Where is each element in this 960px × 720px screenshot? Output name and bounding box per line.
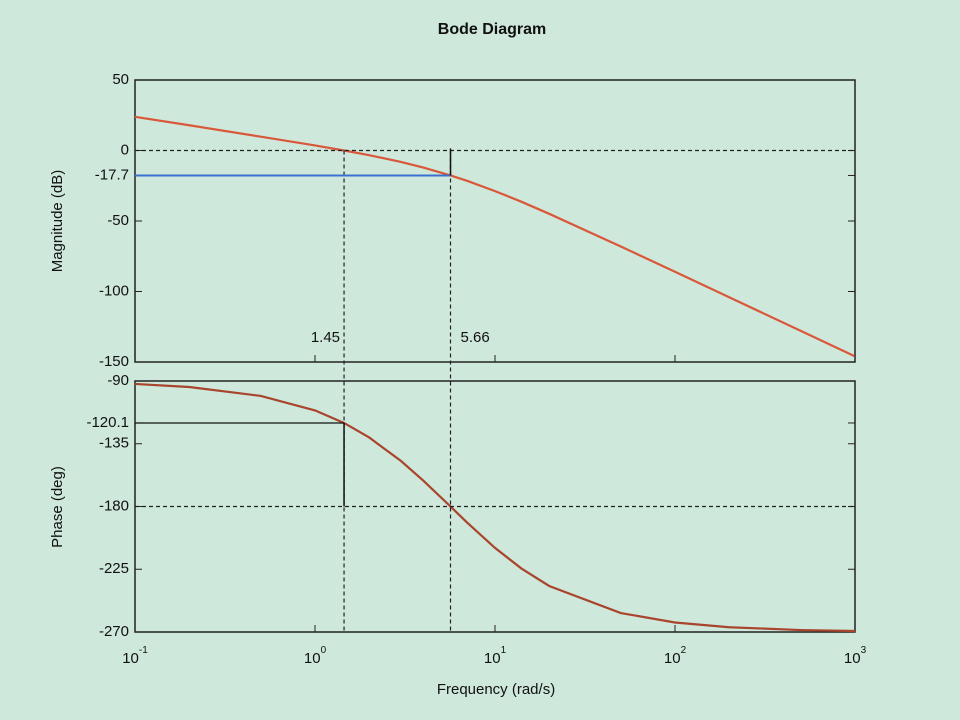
x-tick-label: 10-1 (122, 645, 148, 667)
y-tick-label: -135 (99, 435, 129, 452)
x-axis-label: Frequency (rad/s) (437, 681, 555, 698)
x-tick-label: 103 (844, 645, 867, 667)
y-tick-label: -270 (99, 623, 129, 640)
y-tick-label: -120.1 (86, 414, 129, 431)
x-tick-label: 101 (484, 645, 507, 667)
y-axis-label: Magnitude (dB) (49, 170, 66, 273)
x-tick-base: 10 (844, 650, 861, 667)
x-tick-exponent: 2 (681, 645, 687, 656)
crossover-label: 1.45 (311, 329, 340, 346)
x-tick-base: 10 (122, 650, 139, 667)
x-tick-exponent: 3 (861, 645, 867, 656)
y-tick-label: 0 (121, 141, 129, 158)
y-tick-label: -100 (99, 282, 129, 299)
plot-area (134, 79, 856, 363)
x-tick-base: 10 (664, 650, 681, 667)
crossover-label: 5.66 (461, 329, 490, 346)
curve (134, 115, 856, 358)
y-tick-label: -150 (99, 353, 129, 370)
y-axis-label: Phase (deg) (49, 466, 66, 548)
x-tick-base: 10 (304, 650, 321, 667)
x-tick-exponent: -1 (139, 645, 148, 656)
y-tick-label: 50 (112, 71, 129, 88)
x-tick-exponent: 1 (501, 645, 507, 656)
y-tick-label: -225 (99, 560, 129, 577)
y-tick-label: -50 (107, 212, 129, 229)
y-tick-label: -17.7 (95, 166, 129, 183)
chart-title: Bode Diagram (438, 21, 546, 38)
x-tick-label: 100 (304, 645, 327, 667)
x-tick-exponent: 0 (321, 645, 327, 656)
curve (134, 382, 856, 633)
x-tick-label: 102 (664, 645, 687, 667)
y-tick-label: -180 (99, 497, 129, 514)
x-tick-base: 10 (484, 650, 501, 667)
y-tick-label: -90 (107, 372, 129, 389)
